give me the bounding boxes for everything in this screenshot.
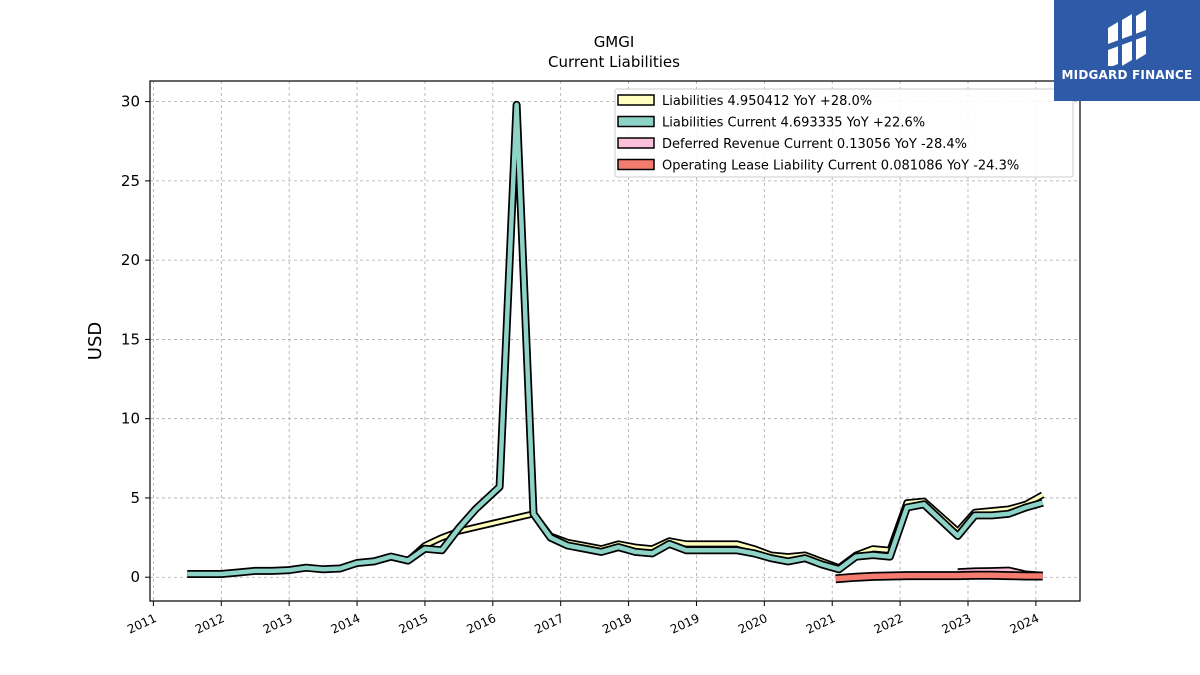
brand-logo: MIDGARD FINANCE [1054,0,1200,101]
y-tick-label: 30 [121,93,140,111]
x-tick-label: 2023 [940,611,974,637]
x-axis: 2011 2012 2013 2014 2015 2016 2017 2018 2019 2020… [125,601,1041,637]
chart-title: GMGI [594,33,635,51]
x-tick-label: 2018 [600,611,634,637]
series-layer [187,100,1045,584]
y-tick-label: 5 [130,489,140,507]
x-tick-label: 2020 [736,611,770,637]
legend-swatch [617,158,655,171]
series-line [835,572,1043,582]
x-tick-label: 2013 [261,611,295,637]
y-tick-label: 20 [121,251,140,269]
x-tick-label: 2021 [804,611,838,637]
legend-swatch [617,115,655,128]
series-1 [187,100,1044,578]
legend-label: Liabilities Current 4.693335 YoY +22.6% [662,116,925,131]
x-tick-label: 2014 [329,611,363,637]
y-tick-label: 10 [121,410,140,428]
legend-swatch [617,137,655,149]
x-tick-label: 2015 [397,611,431,637]
y-axis-label: USD [85,322,106,360]
chart-subtitle: Current Liabilities [548,53,680,71]
y-axis: 0 5 10 15 20 25 30 [121,93,150,586]
logo-text: MIDGARD FINANCE [1061,68,1193,82]
x-tick-label: 2019 [668,611,702,637]
legend-swatch [617,94,655,106]
x-tick-label: 2022 [872,611,906,637]
legend-box [614,88,1074,178]
y-tick-label: 0 [130,568,140,586]
x-tick-label: 2024 [1008,611,1042,637]
x-tick-label: 2016 [464,611,498,637]
x-tick-label: 2011 [125,611,159,637]
legend-label: Operating Lease Liability Current 0.0810… [662,159,1019,174]
logo-mark-icon [1108,10,1146,66]
x-tick-label: 2012 [193,611,227,637]
y-tick-label: 25 [121,172,140,190]
y-tick-label: 15 [121,330,140,348]
x-tick-label: 2017 [532,611,566,637]
legend-label: Deferred Revenue Current 0.13056 YoY -28… [662,137,967,152]
legend-label: Liabilities 4.950412 YoY +28.0% [662,94,872,109]
plot-frame [149,80,1081,602]
series-3 [835,570,1043,584]
legend: Liabilities 4.950412 YoY +28.0% Liabiliti… [614,88,1074,178]
series-line [187,102,1044,577]
